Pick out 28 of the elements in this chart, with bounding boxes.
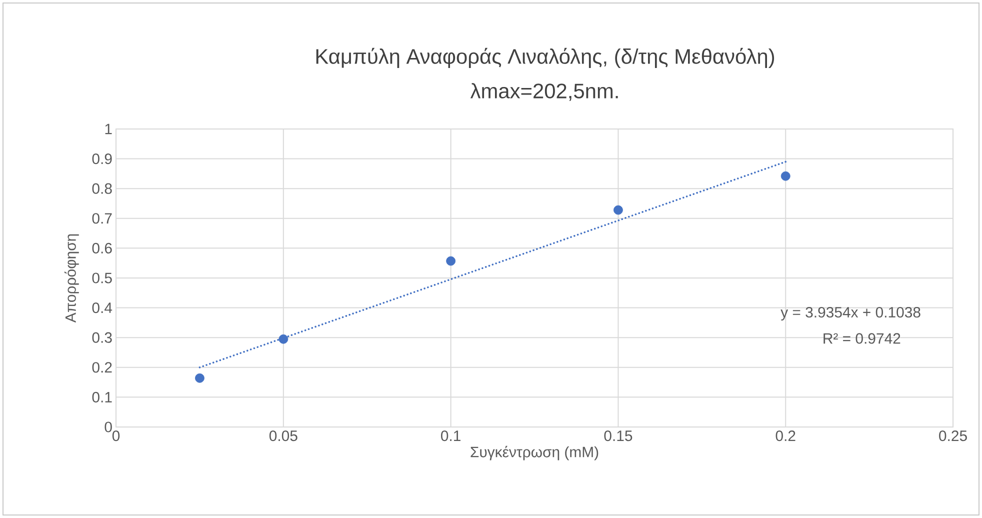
y-tick-label: 0.7 <box>92 213 112 224</box>
y-tick-label: 0.4 <box>92 302 112 314</box>
x-tick-label: 0 <box>112 430 120 442</box>
point <box>195 373 204 383</box>
y-tick-label: 0.3 <box>92 332 112 343</box>
chart-subtitle: λmax=202,5nm. <box>470 83 618 101</box>
y-tick-label: 0.9 <box>92 153 112 164</box>
x-tick-label: 0.2 <box>776 430 796 442</box>
annotation: R² = 0.9742 <box>824 333 900 344</box>
y-tick-label: 0.2 <box>92 362 112 373</box>
x-tick-label: 0.1 <box>441 430 460 442</box>
y-tick-label: 0.5 <box>92 272 112 284</box>
y-tick-label: 0.8 <box>92 183 112 194</box>
point <box>780 171 790 181</box>
x-axis-title: Συγκέντρωση (mM) <box>470 446 598 460</box>
x-tick-label: 0.05 <box>269 430 298 442</box>
point <box>614 205 623 215</box>
chart-title: Καμπύλη Αναφοράς Λιναλόλης, (δ/της Μεθανόλη) <box>316 48 774 68</box>
y-tick-label: 0.6 <box>92 242 112 254</box>
y-axis-title: Απορρόφηση <box>64 234 79 323</box>
annotation: y = 3.9354x + 0.1038 <box>780 306 920 321</box>
y-tick-label: 0 <box>104 422 112 432</box>
x-tick-label: 0.25 <box>939 430 967 442</box>
y-tick-label: 0.1 <box>92 392 112 402</box>
x-tick-label: 0.15 <box>604 430 632 442</box>
y-tick-label: 1 <box>105 124 112 134</box>
point <box>278 334 288 344</box>
point <box>446 256 456 266</box>
